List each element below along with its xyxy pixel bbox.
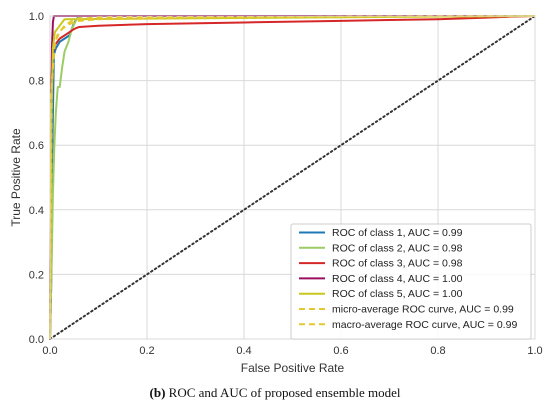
legend-box <box>290 223 532 340</box>
legend-entry: ROC of class 3, AUC = 0.98 <box>332 258 463 270</box>
x-axis-ticks: 0.0 0.2 0.4 0.6 0.8 1.0 <box>42 345 542 357</box>
x-tick-label: 0.6 <box>333 345 348 357</box>
x-tick-label: 1.0 <box>527 345 542 357</box>
legend-entry: macro-average ROC curve, AUC = 0.99 <box>332 319 517 331</box>
y-tick-label: 0.0 <box>29 334 44 346</box>
series-line-5 <box>49 15 536 340</box>
x-tick-label: 0.0 <box>42 345 57 357</box>
legend-entry: ROC of class 4, AUC = 1.00 <box>332 273 463 285</box>
legend-entry: ROC of class 1, AUC = 0.99 <box>332 227 463 239</box>
y-axis-label: True Positive Rate <box>9 128 23 227</box>
caption-text: ROC and AUC of proposed ensemble model <box>165 385 401 400</box>
caption-label: (b) <box>149 385 166 400</box>
y-tick-label: 0.6 <box>29 140 44 152</box>
legend-entry: ROC of class 2, AUC = 0.98 <box>332 242 463 254</box>
legend-entry: ROC of class 5, AUC = 1.00 <box>332 288 463 300</box>
x-axis-label: False Positive Rate <box>241 361 345 375</box>
y-axis-ticks: 0.0 0.2 0.4 0.6 0.8 1.0 <box>29 11 44 346</box>
x-tick-label: 0.8 <box>430 345 445 357</box>
chance-diagonal-line <box>49 15 536 340</box>
y-tick-label: 0.2 <box>29 269 44 281</box>
series-line-7 <box>49 15 536 340</box>
figure-caption: (b) ROC and AUC of proposed ensemble mod… <box>0 385 550 401</box>
legend-entry: micro-average ROC curve, AUC = 0.99 <box>332 304 514 316</box>
x-tick-label: 0.2 <box>139 345 154 357</box>
grid <box>49 15 536 340</box>
y-tick-label: 0.4 <box>29 205 44 217</box>
y-tick-label: 1.0 <box>29 11 44 23</box>
roc-chart: 0.0 0.2 0.4 0.6 0.8 1.0 0.0 0.2 0.4 0.6 0.8 1.0 RO… <box>9 11 543 375</box>
series-line-2 <box>49 15 535 340</box>
x-tick-label: 0.4 <box>236 345 251 357</box>
series-lines <box>49 15 536 340</box>
y-tick-label: 0.8 <box>29 76 44 88</box>
legend: ROC of class 1, AUC = 0.99 ROC of class 2… <box>290 223 532 340</box>
